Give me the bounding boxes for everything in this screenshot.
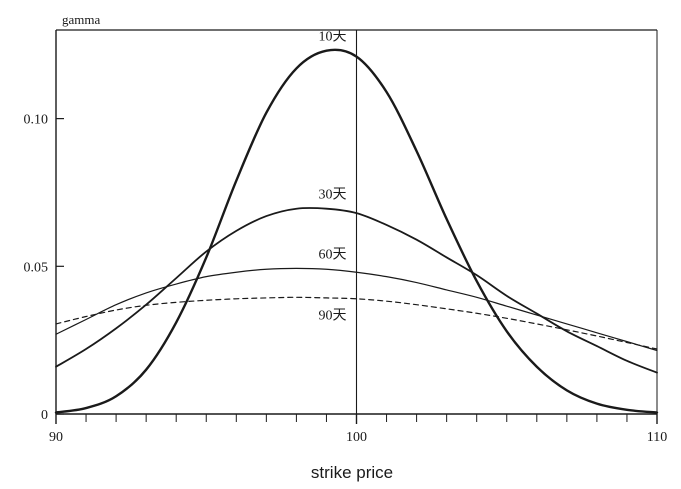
- series-lines: [54, 48, 659, 414]
- x-tick-label: 100: [346, 430, 367, 445]
- series-annotation: 30天: [318, 188, 346, 203]
- x-tick-label: 110: [647, 430, 667, 445]
- series-annotation: 10天: [318, 30, 346, 45]
- series-line-4: [55, 296, 658, 350]
- x-axis-ticks: 90 100 110: [49, 414, 667, 445]
- series-line-1: [54, 48, 659, 414]
- x-axis-minor-ticks: [85, 414, 628, 422]
- series-annotation: 90天: [318, 308, 346, 323]
- x-axis-label: strike price: [311, 463, 393, 482]
- y-axis-label: gamma: [62, 12, 100, 27]
- series-annotations: 10天 30天 60天 90天: [318, 30, 346, 324]
- y-tick-label: 0: [41, 408, 48, 423]
- x-tick-label: 90: [49, 430, 63, 445]
- y-tick-label: 0.05: [24, 260, 49, 275]
- y-tick-label: 0.10: [24, 113, 49, 128]
- series-annotation: 60天: [318, 247, 346, 262]
- series-line-2: [55, 207, 658, 374]
- y-axis-ticks: 0 0.05 0.10: [24, 113, 64, 423]
- series-line-3: [55, 267, 658, 352]
